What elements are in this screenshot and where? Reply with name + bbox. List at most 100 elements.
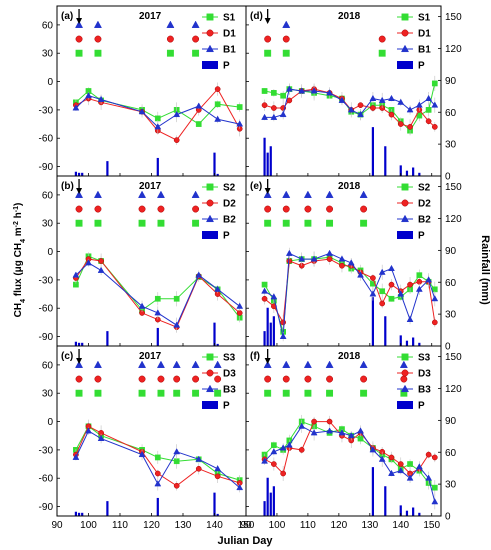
event-marker-B (263, 190, 272, 198)
data-point-D3 (397, 461, 404, 467)
event-marker-S (360, 389, 368, 397)
y2-tick-label: 150 (445, 352, 462, 363)
event-marker-S (75, 389, 83, 397)
event-marker-D (264, 205, 272, 213)
panel-d: (d) 2018 S1 D1 B1 P 0 30 60 90 120 150 (245, 5, 462, 183)
data-point-B2 (85, 259, 92, 266)
legend-label-B1: B1 (418, 45, 431, 56)
event-marker-S (360, 219, 368, 227)
event-marker-S (326, 389, 334, 397)
data-point-D1 (357, 102, 364, 109)
data-point-S1 (431, 80, 438, 87)
data-point-B1 (97, 95, 105, 102)
data-point-B1 (138, 108, 146, 115)
event-marker-S (166, 49, 174, 57)
data-point-B2 (236, 302, 244, 309)
rain-bar (156, 157, 159, 176)
event-marker-S (138, 389, 146, 397)
x-tick-label: 100 (80, 520, 97, 531)
panels-group: (a) 2017 S1 D1 B1 P -90 -60 -30 0 30 60 (d) 2018 S1 D1 B… (39, 5, 462, 531)
event-marker-D (94, 205, 102, 213)
event-marker-B (282, 360, 291, 368)
event-marker-D (360, 375, 368, 383)
legend-label-rainfall: P (418, 231, 425, 242)
legend-marker-S2 (401, 183, 409, 191)
legend-marker-D1 (401, 29, 409, 37)
panel-year: 2018 (338, 11, 361, 22)
y-tick-label: 30 (42, 219, 54, 230)
rain-bar (371, 467, 375, 516)
rain-bar (266, 307, 269, 346)
data-point-B1 (378, 96, 386, 103)
event-marker-S (75, 219, 83, 227)
data-point-B1 (214, 115, 222, 122)
rain-bar (399, 505, 402, 516)
event-marker-B (191, 360, 200, 368)
rain-bar (384, 146, 387, 176)
event-marker-B (75, 20, 84, 28)
event-marker-D (264, 35, 272, 43)
event-marker-B (75, 190, 84, 198)
data-point-D1 (261, 102, 268, 109)
data-point-B3 (425, 474, 433, 481)
legend-marker-D2 (206, 199, 214, 207)
legend-label-rainfall: P (418, 61, 425, 72)
x-tick-label: 130 (175, 520, 192, 531)
data-point-B3 (270, 448, 278, 455)
data-point-D2 (379, 300, 386, 307)
y-tick-label: 60 (42, 20, 54, 31)
data-point-S1 (154, 115, 161, 122)
data-point-B2 (431, 295, 439, 302)
data-point-S2 (416, 272, 423, 279)
data-point-B2 (298, 255, 306, 262)
event-marker-S (138, 219, 146, 227)
event-marker-B (263, 360, 272, 368)
data-point-B1 (270, 113, 278, 120)
legend-label-D3: D3 (223, 369, 236, 380)
rain-bar (371, 297, 375, 346)
data-point-B3 (236, 483, 244, 491)
data-point-D2 (407, 281, 413, 288)
data-point-D3 (280, 470, 286, 477)
data-point-B3 (173, 448, 181, 455)
event-marker-B (75, 360, 84, 368)
legend-label-rainfall: P (223, 61, 230, 72)
panel-year: 2018 (338, 351, 361, 362)
rain-bar (213, 322, 216, 346)
data-point-B1 (261, 113, 268, 120)
data-point-S2 (379, 288, 386, 295)
data-point-B3 (415, 463, 423, 470)
rain-bar (213, 152, 216, 176)
legend-label-rainfall: P (223, 231, 230, 242)
data-point-B2 (347, 259, 355, 266)
y2-tick-label: 60 (445, 108, 457, 119)
data-point-B3 (397, 466, 405, 474)
legend-label-S3: S3 (418, 353, 431, 364)
panel-c: (c) 2017 S3 D3 B3 P -90 -60 -30 0 30 60 90 100 110 120 1… (39, 345, 255, 531)
legend-swatch-rainfall (202, 231, 218, 239)
data-point-D2 (370, 275, 376, 281)
data-point-D1 (214, 86, 221, 92)
data-point-B1 (425, 94, 433, 102)
legend-label-D2: D2 (223, 199, 236, 210)
data-point-B3 (406, 474, 414, 481)
event-marker-S (157, 389, 165, 397)
rain-bar (74, 341, 77, 346)
data-point-B3 (214, 465, 222, 472)
data-point-D1 (431, 124, 438, 130)
data-point-B3 (72, 453, 80, 460)
panel-year: 2017 (139, 351, 162, 362)
data-point-B3 (298, 422, 306, 429)
data-point-B2 (357, 271, 364, 278)
rain-bar (272, 316, 275, 346)
event-marker-B (93, 20, 102, 28)
panel-a: (a) 2017 S1 D1 B1 P -90 -60 -30 0 30 60 (39, 5, 247, 177)
legend-marker-D3 (206, 369, 214, 377)
data-point-B1 (72, 104, 80, 111)
y2-tick-label: 150 (445, 12, 462, 23)
rain-bar (74, 171, 77, 176)
data-point-D1 (425, 118, 432, 125)
data-point-D3 (388, 454, 395, 461)
legend-swatch-rainfall (202, 61, 218, 69)
event-marker-S (282, 219, 290, 227)
